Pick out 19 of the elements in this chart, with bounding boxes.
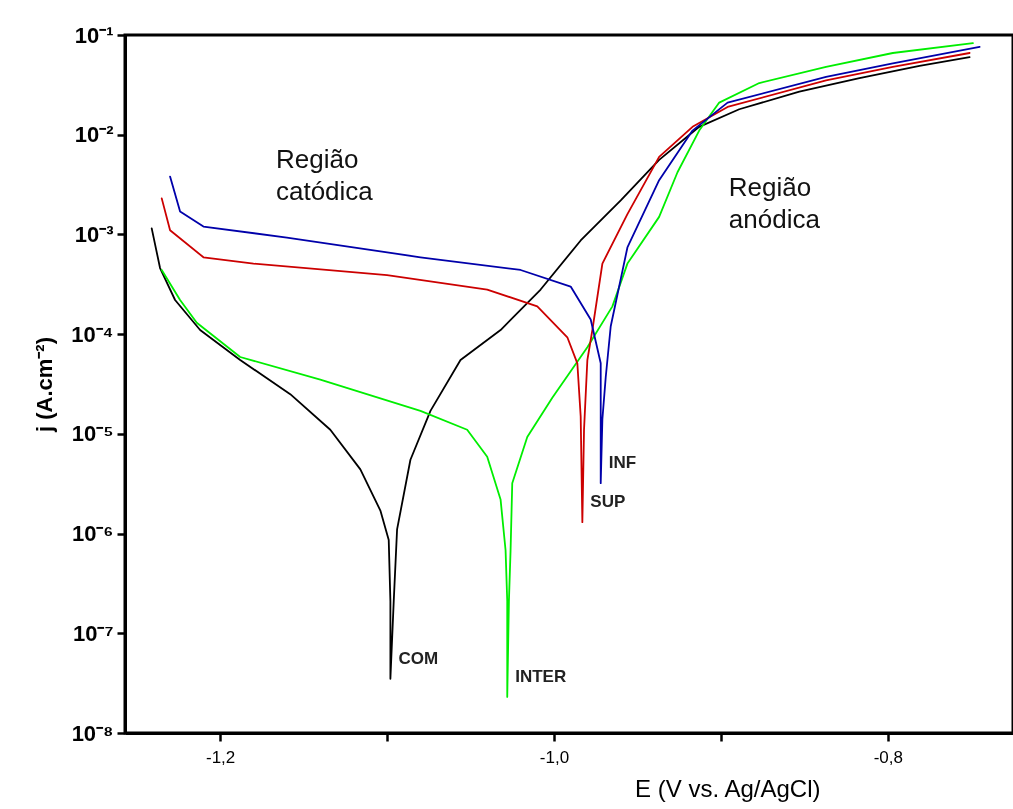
y-tick-label: 10⁻⁸	[71, 720, 114, 746]
series-label: INF	[608, 453, 637, 473]
x-tick-label: -1,2	[205, 747, 236, 767]
annotation: Região catódica	[275, 143, 374, 206]
y-tick-label: 10⁻²	[74, 122, 114, 148]
x-tick-label: -1,0	[539, 747, 570, 767]
y-tick-label: 10⁻¹	[74, 22, 114, 48]
y-tick-label: 10⁻⁵	[71, 421, 114, 447]
y-tick-label: 10⁻⁶	[71, 521, 114, 547]
annotation: Região anódica	[728, 171, 821, 234]
x-axis-title: E (V vs. Ag/AgCl)	[635, 774, 821, 802]
series-label: SUP	[590, 492, 626, 512]
series-label: INTER	[515, 666, 567, 686]
y-axis-title: j (A.cm⁻²)	[32, 337, 58, 433]
y-tick-label: 10⁻⁷	[72, 620, 114, 646]
y-tick-label: 10⁻⁴	[71, 321, 114, 347]
x-tick-label: -0,8	[873, 747, 903, 767]
series-label: COM	[398, 648, 439, 668]
y-tick-label: 10⁻³	[74, 221, 114, 247]
